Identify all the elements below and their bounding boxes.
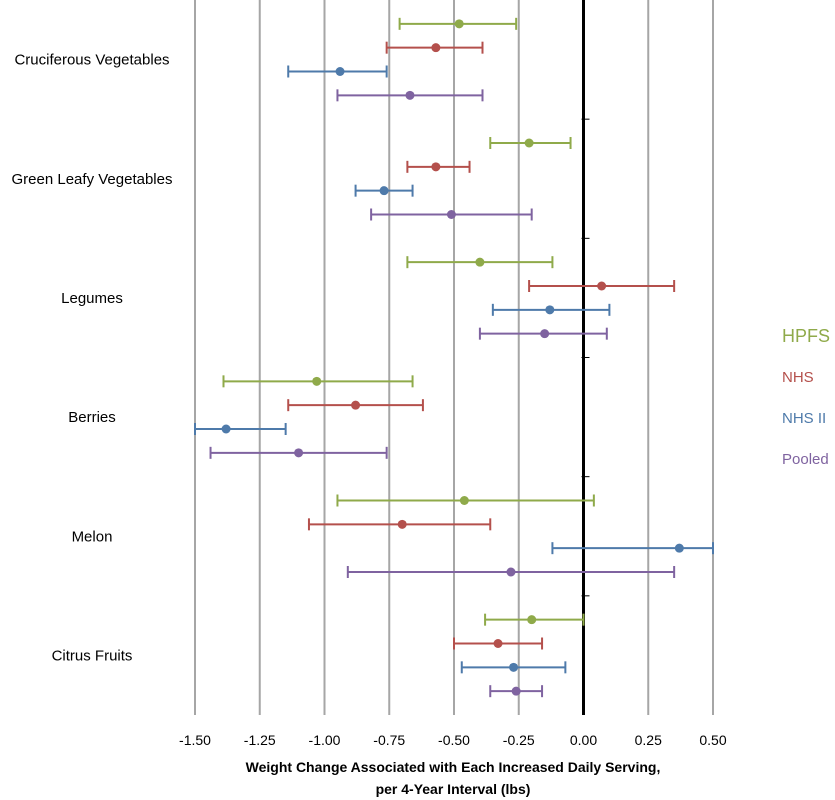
legend-entry-nhs-ii: NHS II [782, 410, 826, 427]
point-nhs [397, 519, 407, 529]
point-hpfs [454, 19, 464, 29]
point-pooled [506, 567, 516, 577]
point-pooled [294, 448, 304, 458]
point-nhs [493, 639, 503, 648]
category-label: Melon [72, 528, 113, 545]
point-nhs-ii [221, 424, 231, 434]
point-pooled [540, 329, 550, 339]
x-tick-label: -0.50 [438, 732, 470, 748]
zero-reference-line [581, 0, 590, 715]
point-hpfs [527, 615, 537, 625]
point-nhs [431, 43, 441, 53]
category-label: Green Leafy Vegetables [12, 171, 173, 188]
gridlines [194, 0, 714, 715]
x-tick-label: -1.00 [309, 732, 341, 748]
legend-entry-nhs: NHS [782, 369, 814, 386]
point-hpfs [524, 138, 534, 148]
x-tick-label: 0.25 [635, 732, 662, 748]
point-nhs-ii [379, 186, 389, 196]
point-nhs-ii [335, 67, 345, 76]
point-nhs [431, 162, 441, 172]
category-label: Legumes [61, 290, 123, 307]
series-markers [194, 17, 714, 698]
point-nhs-ii [509, 662, 519, 672]
x-tick-label: -0.25 [503, 732, 535, 748]
point-pooled [511, 686, 521, 696]
point-nhs [597, 281, 607, 291]
category-label: Citrus Fruits [52, 647, 133, 664]
point-pooled [405, 90, 415, 100]
x-axis-title-line2: per 4-Year Interval (lbs) [376, 781, 531, 797]
category-label: Cruciferous Vegetables [14, 52, 169, 69]
x-tick-label: 0.50 [699, 732, 726, 748]
point-hpfs [475, 257, 485, 267]
point-pooled [446, 210, 456, 219]
x-tick-label: -1.25 [244, 732, 276, 748]
x-tick-label: 0.00 [570, 732, 597, 748]
category-label: Berries [68, 409, 116, 426]
point-nhs [351, 400, 361, 410]
x-axis-title-line1: Weight Change Associated with Each Incre… [246, 759, 661, 775]
legend-entry-hpfs: HPFS [782, 326, 830, 346]
category-labels: Cruciferous Vegetables Green Leafy Vegeta… [12, 52, 173, 665]
x-tick-labels: -1.50 -1.25 -1.00 -0.75 -0.50 -0.25 0.00 0.25 0.… [179, 732, 727, 748]
point-nhs-ii [674, 543, 684, 553]
legend-entry-pooled: Pooled [782, 451, 829, 468]
point-nhs-ii [545, 305, 555, 315]
point-hpfs [459, 496, 469, 505]
point-hpfs [312, 376, 322, 386]
x-tick-label: -0.75 [373, 732, 405, 748]
x-tick-label: -1.50 [179, 732, 211, 748]
legend: HPFS NHS NHS II Pooled [782, 326, 830, 468]
